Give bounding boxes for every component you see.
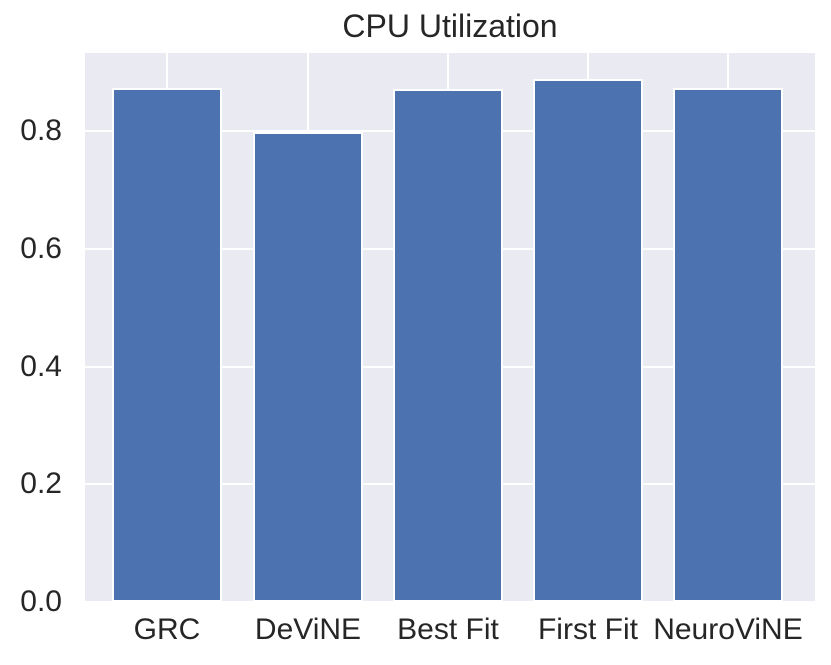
- bar-neurovine: [672, 87, 783, 602]
- h-gridline: [85, 601, 815, 603]
- y-tick-label: 0.4: [20, 349, 62, 383]
- x-tick-label: Best Fit: [397, 613, 499, 646]
- y-tick-label: 0.2: [20, 467, 62, 501]
- x-tick-label: First Fit: [537, 613, 638, 646]
- plot-area: [85, 53, 815, 603]
- bar-first-fit: [532, 78, 643, 602]
- y-tick-label: 0.0: [20, 585, 62, 618]
- bar-best-fit: [393, 89, 504, 602]
- y-tick-label: 0.8: [20, 114, 62, 148]
- bar-devine: [253, 131, 363, 602]
- y-tick-label: 0.6: [20, 231, 62, 265]
- chart-title: CPU Utilization: [342, 8, 558, 44]
- x-tick-label: DeViNE: [254, 613, 362, 646]
- bar-grc: [111, 87, 222, 602]
- x-tick-label: GRC: [133, 613, 201, 646]
- x-tick-label: NeuroViNE: [653, 613, 803, 646]
